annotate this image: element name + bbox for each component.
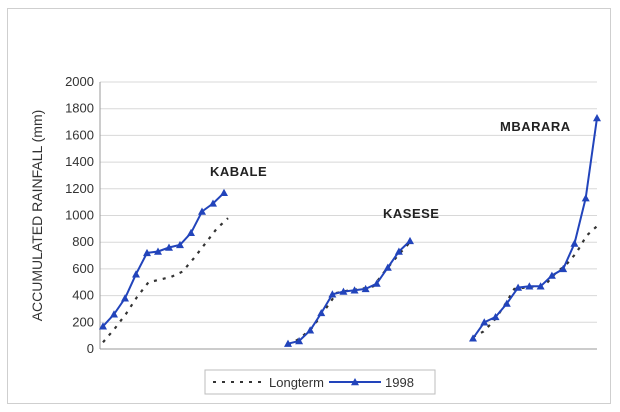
y1998-marker	[394, 247, 403, 255]
y1998-line-mbarara	[472, 117, 598, 339]
legend-1998-label: 1998	[385, 375, 414, 390]
y-tick-label: 0	[87, 341, 94, 356]
y1998-marker	[328, 290, 337, 298]
y1998-marker	[339, 287, 348, 295]
group-label-kabale: KABALE	[210, 164, 267, 179]
y1998-marker	[469, 334, 477, 342]
y1998-marker	[187, 228, 195, 237]
series-layer	[99, 114, 601, 347]
y1998-marker	[383, 263, 392, 271]
y1998-marker	[306, 326, 315, 334]
y1998-marker	[176, 240, 184, 249]
y1998-marker	[165, 243, 173, 251]
y-tick-label: 1400	[65, 154, 94, 169]
y-tick-label: 800	[72, 234, 94, 249]
legend-1998-marker	[351, 378, 359, 386]
y1998-marker	[121, 294, 129, 302]
y1998-marker	[132, 270, 140, 278]
y-tick-label: 600	[72, 261, 94, 276]
y1998-line-kasese	[287, 240, 411, 345]
y1998-marker	[525, 282, 534, 290]
y1998-marker	[317, 308, 326, 317]
y1998-marker	[406, 236, 414, 245]
legend: Longterm 1998	[204, 369, 436, 395]
y1998-marker	[350, 286, 359, 294]
y1998-marker	[361, 284, 370, 293]
y1998-marker	[581, 194, 590, 202]
y-tick-label: 1800	[65, 101, 94, 116]
y-tick-label: 1200	[65, 181, 94, 196]
y1998-marker	[198, 207, 206, 215]
y1998-marker	[99, 322, 107, 330]
group-label-kasese: KASESE	[383, 206, 439, 221]
y1998-marker	[514, 283, 523, 291]
y-tick-label: 1000	[65, 208, 94, 223]
longterm-line-kabale	[102, 217, 229, 344]
group-labels: KABALE KASESE MBARARA	[210, 119, 571, 221]
y1998-marker	[570, 239, 579, 247]
y-tick-label: 1600	[65, 127, 94, 142]
legend-longterm-label: Longterm	[269, 375, 324, 390]
y1998-marker	[372, 279, 381, 287]
y-tick-labels: 0 200 400 600 800 1000 1200 1400 1600 1800 2000	[65, 74, 94, 356]
y1998-marker	[547, 271, 556, 279]
chart-frame	[7, 8, 611, 404]
legend-box	[204, 369, 436, 395]
longterm-line-kasese	[287, 241, 411, 346]
longterm-line-mbarara	[472, 225, 598, 338]
y-tick-label: 200	[72, 314, 94, 329]
y-axis-label: ACCUMULATED RAINFALL (mm)	[29, 110, 45, 322]
y1998-marker	[110, 310, 118, 318]
y1998-marker	[559, 264, 568, 273]
y1998-marker	[295, 336, 304, 345]
group-label-mbarara: MBARARA	[500, 119, 571, 134]
y-tick-label: 2000	[65, 74, 94, 89]
y1998-marker	[536, 282, 545, 290]
y1998-marker	[209, 199, 217, 207]
y1998-marker	[593, 114, 601, 122]
y1998-marker	[143, 248, 151, 257]
y1998-marker	[154, 247, 162, 255]
y1998-marker	[284, 339, 292, 347]
y1998-marker	[491, 312, 500, 321]
y1998-marker	[480, 318, 489, 326]
y1998-line-kabale	[102, 192, 225, 327]
y1998-marker	[220, 188, 228, 197]
y-tick-label: 400	[72, 288, 94, 303]
y1998-marker	[502, 299, 511, 307]
